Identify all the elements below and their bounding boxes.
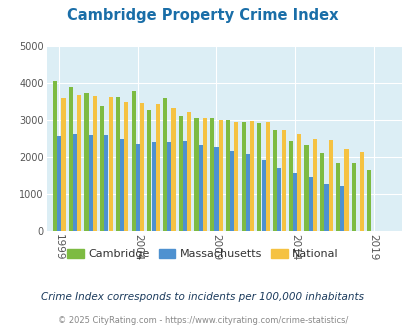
Bar xyxy=(104,135,108,231)
Bar xyxy=(156,104,160,231)
Bar xyxy=(351,163,355,231)
Bar xyxy=(320,153,324,231)
Bar xyxy=(57,136,61,231)
Bar xyxy=(343,149,347,231)
Bar xyxy=(339,186,343,231)
Bar xyxy=(261,160,265,231)
Bar xyxy=(281,130,285,231)
Bar xyxy=(167,142,171,231)
Bar xyxy=(335,163,339,231)
Bar xyxy=(328,140,332,231)
Bar xyxy=(241,121,245,231)
Text: © 2025 CityRating.com - https://www.cityrating.com/crime-statistics/: © 2025 CityRating.com - https://www.city… xyxy=(58,316,347,325)
Bar xyxy=(187,112,191,231)
Bar xyxy=(202,118,207,231)
Bar xyxy=(88,135,92,231)
Bar xyxy=(308,178,312,231)
Bar xyxy=(124,102,128,231)
Bar xyxy=(367,170,371,231)
Bar xyxy=(214,147,218,231)
Bar xyxy=(77,95,81,231)
Bar xyxy=(245,154,249,231)
Bar xyxy=(257,123,261,231)
Bar xyxy=(359,152,363,231)
Bar xyxy=(151,142,155,231)
Bar xyxy=(109,97,113,231)
Bar xyxy=(249,121,254,231)
Bar xyxy=(140,104,144,231)
Bar xyxy=(131,91,135,231)
Bar xyxy=(296,134,301,231)
Bar xyxy=(178,116,182,231)
Bar xyxy=(292,173,296,231)
Text: Cambridge Property Crime Index: Cambridge Property Crime Index xyxy=(67,8,338,23)
Bar xyxy=(68,87,72,231)
Bar xyxy=(198,145,202,231)
Bar xyxy=(194,118,198,231)
Bar xyxy=(115,97,119,231)
Bar xyxy=(312,139,316,231)
Bar xyxy=(73,134,77,231)
Bar xyxy=(230,151,234,231)
Bar xyxy=(135,144,140,231)
Bar xyxy=(61,98,65,231)
Bar xyxy=(288,141,292,231)
Bar xyxy=(147,110,151,231)
Bar xyxy=(162,98,167,231)
Legend: Cambridge, Massachusetts, National: Cambridge, Massachusetts, National xyxy=(63,244,342,263)
Bar xyxy=(234,121,238,231)
Bar xyxy=(218,120,222,231)
Bar xyxy=(84,93,88,231)
Bar xyxy=(210,118,214,231)
Bar xyxy=(171,108,175,231)
Bar xyxy=(100,107,104,231)
Bar xyxy=(277,168,281,231)
Bar xyxy=(183,141,187,231)
Bar xyxy=(265,122,269,231)
Bar xyxy=(120,139,124,231)
Bar xyxy=(225,120,229,231)
Bar xyxy=(272,130,277,231)
Bar xyxy=(324,184,328,231)
Bar xyxy=(93,96,97,231)
Text: Crime Index corresponds to incidents per 100,000 inhabitants: Crime Index corresponds to incidents per… xyxy=(41,292,364,302)
Bar xyxy=(53,81,57,231)
Bar xyxy=(304,145,308,231)
